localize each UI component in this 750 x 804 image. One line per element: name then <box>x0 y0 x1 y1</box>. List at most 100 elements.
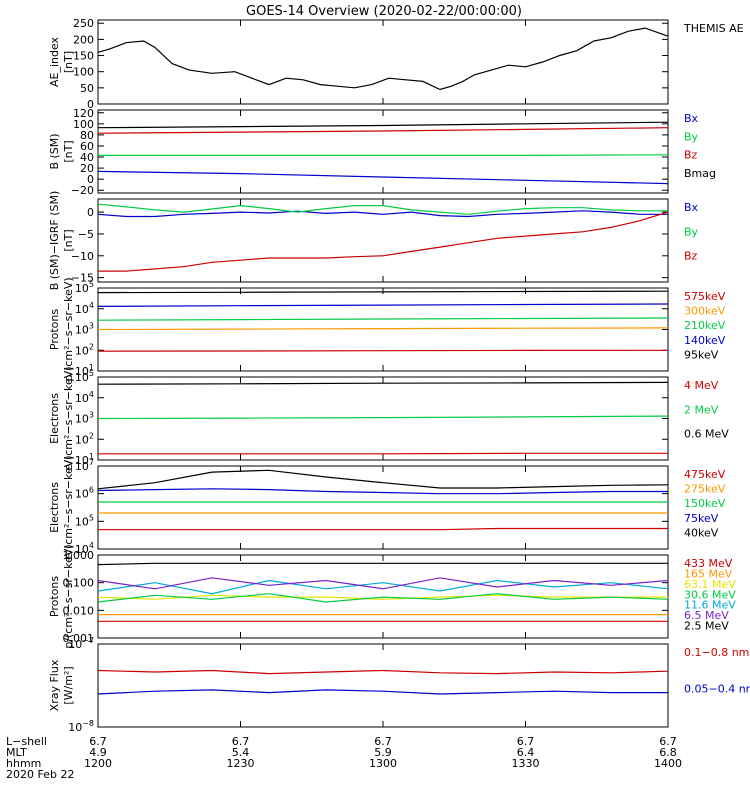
legend-entry: 575keV <box>684 290 726 303</box>
series-line-140kev <box>97 303 669 307</box>
y-tick-label: 10−7 <box>68 636 94 651</box>
x-tick-lshell: 6.7 <box>517 735 535 748</box>
legend-entry: Bz <box>684 149 698 162</box>
x-tick-hhmm: 1230 <box>227 757 255 770</box>
panel-frame <box>97 643 669 728</box>
y-axis-unit: e/(cm²−s−sr−keV) <box>62 455 75 559</box>
y-axis-label: Protons <box>48 309 61 350</box>
series-line-0-1-0-8-nm <box>97 669 669 675</box>
series-line-bx <box>97 170 669 185</box>
panel-frame <box>97 19 669 105</box>
y-tick-label: 105 <box>75 513 94 528</box>
legend-entry: THEMIS AE <box>683 22 744 35</box>
y-tick-label: 20 <box>80 162 94 175</box>
legend-entry: 210keV <box>684 319 726 332</box>
panel-7: 1.000 0.100 0.010 0.001 Protons p/(cm²−s−sr−k… <box>48 544 736 648</box>
y-tick-label: 10−8 <box>68 719 94 734</box>
x-axis-row-label: hhmm <box>6 757 41 770</box>
y-axis-label: Electrons <box>48 482 61 533</box>
y-tick-label: 250 <box>73 17 94 30</box>
legend-entry: 300keV <box>684 305 726 318</box>
legend-entry: 0.05−0.4 nm <box>684 683 750 696</box>
x-tick-hhmm: 1400 <box>654 757 682 770</box>
series-line-95kev <box>97 290 669 294</box>
y-tick-label: 0 <box>87 98 94 111</box>
legend-entry: 150keV <box>684 497 726 510</box>
y-tick-label: 104 <box>75 390 94 405</box>
x-tick-hhmm: 1200 <box>84 757 112 770</box>
y-tick-label: 100 <box>73 118 94 131</box>
series-line-210kev <box>97 317 669 321</box>
y-axis-unit: e/(cm²−s−sr−keV) <box>62 366 75 470</box>
y-tick-label: 40 <box>80 151 94 164</box>
y-tick-label: 1.000 <box>63 549 95 562</box>
x-axis-row-label: 2020 Feb 22 <box>6 768 74 781</box>
legend-entry: 165 MeV <box>684 567 733 580</box>
legend-entry: 0.1−0.8 nm <box>684 646 749 659</box>
legend-entry: 11.6 MeV <box>684 599 736 612</box>
x-tick-mlt: 5.9 <box>374 746 392 759</box>
y-axis-label: B (SM) <box>48 133 61 169</box>
x-axis-row-label: MLT <box>6 746 27 759</box>
series-line-bz <box>97 127 669 134</box>
panel-frame <box>97 109 669 194</box>
legend-entry: 475keV <box>684 468 726 481</box>
series-line-6-5-mev <box>97 577 669 590</box>
y-tick-label: 200 <box>73 33 94 46</box>
y-tick-label: 0.100 <box>63 577 95 590</box>
series-line-4-mev <box>98 452 668 455</box>
legend-entry: Bx <box>684 112 699 125</box>
panel-3: 0 −5 −10 −15 B (SM)−IGRF (SM) [nT] Bx By Bz <box>48 191 699 291</box>
y-tick-label: −20 <box>71 184 94 197</box>
y-tick-label: 0 <box>87 206 94 219</box>
legend-entry: 63.1 MeV <box>684 578 736 591</box>
series-line-475kev <box>98 527 668 531</box>
legend-entry: 30.6 MeV <box>684 588 736 601</box>
y-tick-label: 0 <box>87 173 94 186</box>
y-tick-label: 0.010 <box>63 604 95 617</box>
y-tick-label: −5 <box>78 228 94 241</box>
legend-entry: 75keV <box>684 512 719 525</box>
y-axis-unit: p/(cm²−s−sr−keV) <box>62 544 75 648</box>
y-tick-label: 105 <box>75 369 94 384</box>
y-tick-label: 80 <box>80 129 94 142</box>
series-line-63-1-mev <box>97 594 668 600</box>
series-line-0-6-mev <box>97 381 669 385</box>
y-tick-label: 50 <box>80 82 94 95</box>
panel-frame <box>97 465 669 550</box>
panel-8: 10−7 10−8 Xray Flux [W/m²] 0.1−0.8 nm 0.05−0.… <box>48 636 750 734</box>
x-axis-row-label: L−shell <box>6 735 47 748</box>
series-line-2-5-mev <box>97 562 668 566</box>
x-tick-mlt: 4.9 <box>89 746 107 759</box>
y-axis-unit: [W/m²] <box>62 666 75 704</box>
series-line-11-6-mev <box>97 579 669 595</box>
legend-entry: 0.6 MeV <box>684 428 729 441</box>
x-tick-mlt: 6.8 <box>659 746 677 759</box>
y-tick-label: 102 <box>75 342 94 357</box>
y-axis-unit: [nT] <box>62 229 75 251</box>
y-tick-label: −15 <box>71 272 94 285</box>
y-tick-label: 103 <box>75 411 94 426</box>
legend-entry: Bx <box>684 201 699 214</box>
y-axis-label: Electrons <box>48 393 61 444</box>
legend-entry: 433 MeV <box>684 557 733 570</box>
chart-title: GOES-14 Overview (2020-02-22/00:00:00) <box>246 4 522 19</box>
y-axis-label: AE_index <box>48 36 61 87</box>
y-tick-label: 103 <box>75 322 94 337</box>
y-tick-label: 107 <box>75 458 94 473</box>
y-axis-label: Xray Flux <box>48 659 61 711</box>
y-tick-label: 60 <box>80 140 94 153</box>
x-tick-lshell: 6.7 <box>89 735 107 748</box>
x-tick-lshell: 6.7 <box>374 735 392 748</box>
x-tick-mlt: 5.4 <box>232 746 250 759</box>
series-line-bx <box>97 210 668 218</box>
y-axis-unit: [nT] <box>62 140 75 162</box>
y-axis-unit: p/(cm²−s−sr−keV) <box>62 277 75 381</box>
series-line-40kev <box>97 469 669 490</box>
legend-entry: Bmag <box>684 167 716 180</box>
